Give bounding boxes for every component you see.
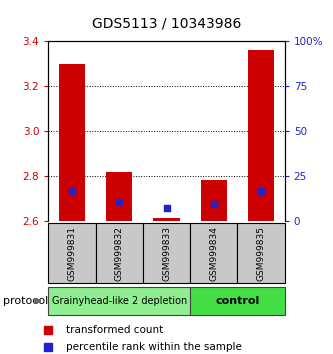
Point xyxy=(164,205,169,211)
Text: Grainyhead-like 2 depletion: Grainyhead-like 2 depletion xyxy=(52,296,187,306)
Bar xyxy=(106,172,132,221)
Point xyxy=(117,199,122,205)
Bar xyxy=(201,179,227,221)
Text: protocol: protocol xyxy=(3,296,49,306)
Text: GSM999832: GSM999832 xyxy=(115,225,124,281)
Text: transformed count: transformed count xyxy=(66,325,163,335)
Text: GSM999835: GSM999835 xyxy=(256,225,266,281)
Point xyxy=(211,201,216,207)
Bar xyxy=(190,287,285,315)
Text: GSM999834: GSM999834 xyxy=(209,225,218,281)
Bar xyxy=(48,287,190,315)
Point xyxy=(69,188,75,194)
Bar xyxy=(96,223,143,283)
Text: GSM999831: GSM999831 xyxy=(67,225,77,281)
Bar xyxy=(48,223,96,283)
Point xyxy=(258,188,264,194)
Bar xyxy=(143,223,190,283)
Text: control: control xyxy=(215,296,259,306)
Text: GSM999833: GSM999833 xyxy=(162,225,171,281)
Bar xyxy=(237,223,285,283)
Text: GDS5113 / 10343986: GDS5113 / 10343986 xyxy=(92,16,241,30)
Bar xyxy=(190,223,237,283)
Bar xyxy=(248,50,274,221)
Point xyxy=(45,327,50,333)
Point xyxy=(45,344,50,349)
Text: percentile rank within the sample: percentile rank within the sample xyxy=(66,342,241,352)
Bar xyxy=(154,218,179,221)
Bar xyxy=(59,64,85,221)
